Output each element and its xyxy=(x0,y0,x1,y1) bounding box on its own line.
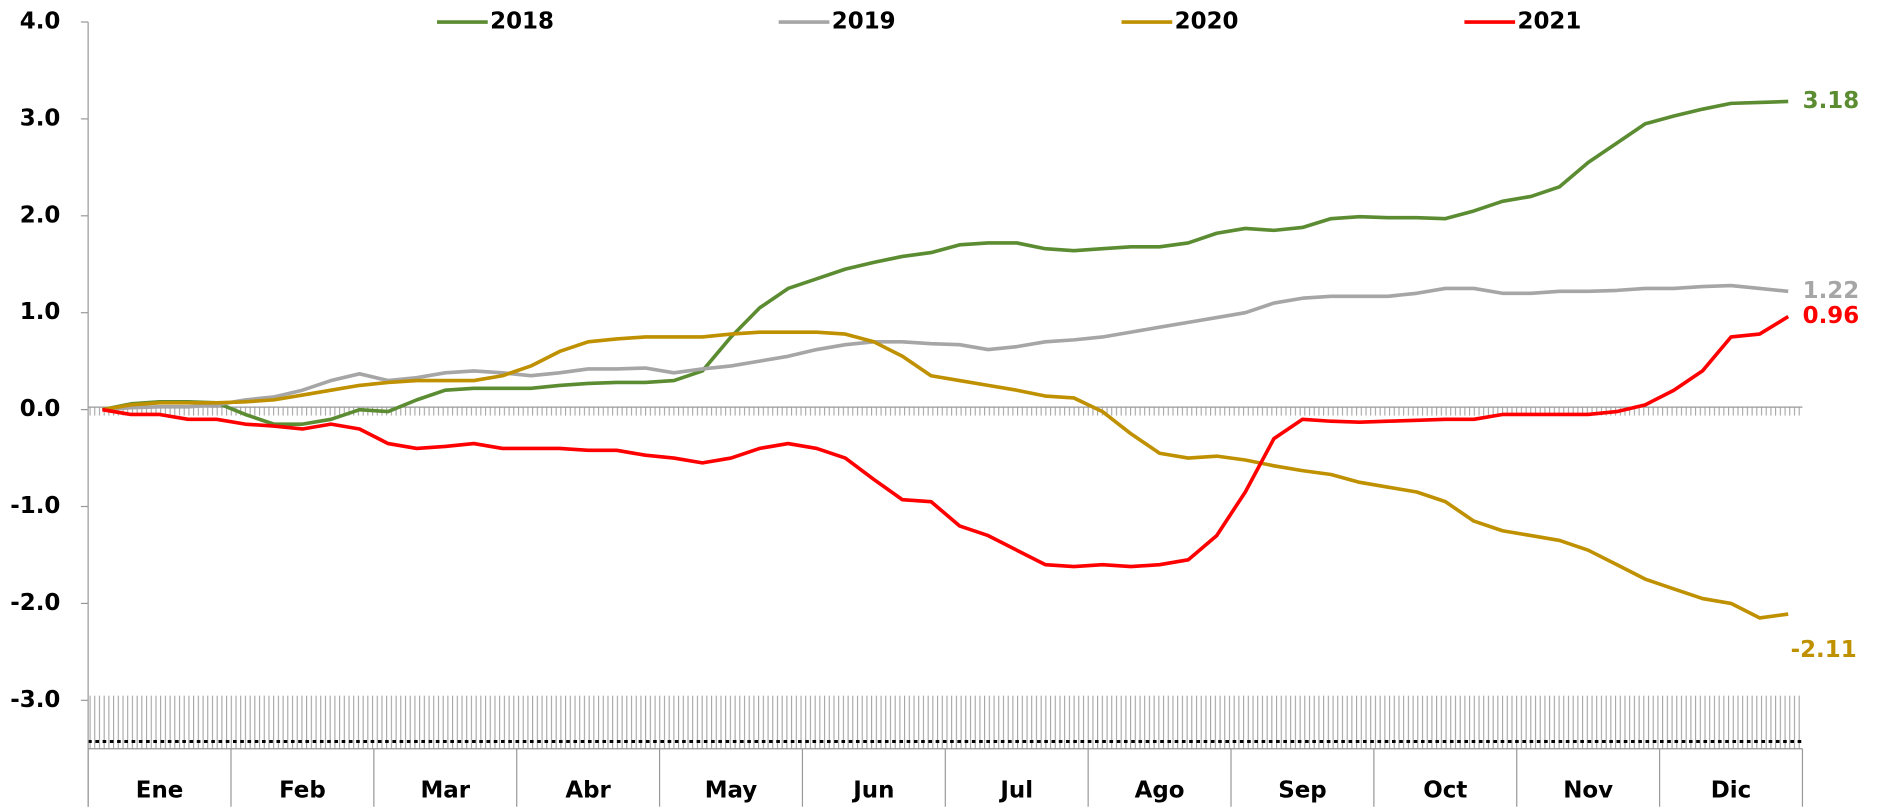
x-tick-label: Oct xyxy=(1423,778,1467,804)
x-tick-label: Ago xyxy=(1135,778,1185,804)
y-tick-label: 4.0 xyxy=(20,9,61,35)
x-tick-label: Jun xyxy=(851,778,894,804)
x-tick-label: Mar xyxy=(420,778,470,804)
y-tick-label: -3.0 xyxy=(10,687,60,713)
x-tick-label: May xyxy=(705,778,758,804)
x-tick-label: Jul xyxy=(998,778,1033,804)
legend-label: 2018 xyxy=(490,9,554,35)
x-tick-label: Abr xyxy=(565,778,611,804)
series-line xyxy=(102,315,1790,569)
y-tick-label: 0.0 xyxy=(20,396,61,422)
hatch-band xyxy=(88,695,1803,749)
end-label: 0.96 xyxy=(1803,303,1860,329)
end-label: 3.18 xyxy=(1803,88,1860,114)
end-label: -2.11 xyxy=(1791,637,1857,663)
y-tick-label: -1.0 xyxy=(10,493,60,519)
x-tick-label: Feb xyxy=(279,778,326,804)
y-tick-label: -2.0 xyxy=(10,590,60,616)
y-tick-label: 2.0 xyxy=(20,202,61,228)
legend-label: 2021 xyxy=(1518,9,1582,35)
y-tick-label: 3.0 xyxy=(20,105,61,131)
legend-label: 2019 xyxy=(832,9,896,35)
y-tick-label: 1.0 xyxy=(20,299,61,325)
legend-label: 2020 xyxy=(1175,9,1239,35)
zero-ticks xyxy=(88,407,1803,416)
series-line xyxy=(102,99,1789,426)
end-label: 1.22 xyxy=(1803,278,1860,304)
series-line xyxy=(102,283,1789,412)
x-tick-label: Sep xyxy=(1278,778,1326,804)
x-tick-label: Nov xyxy=(1563,778,1613,804)
x-tick-label: Dic xyxy=(1711,778,1751,804)
series-line xyxy=(102,330,1789,620)
x-tick-label: Ene xyxy=(136,778,184,804)
